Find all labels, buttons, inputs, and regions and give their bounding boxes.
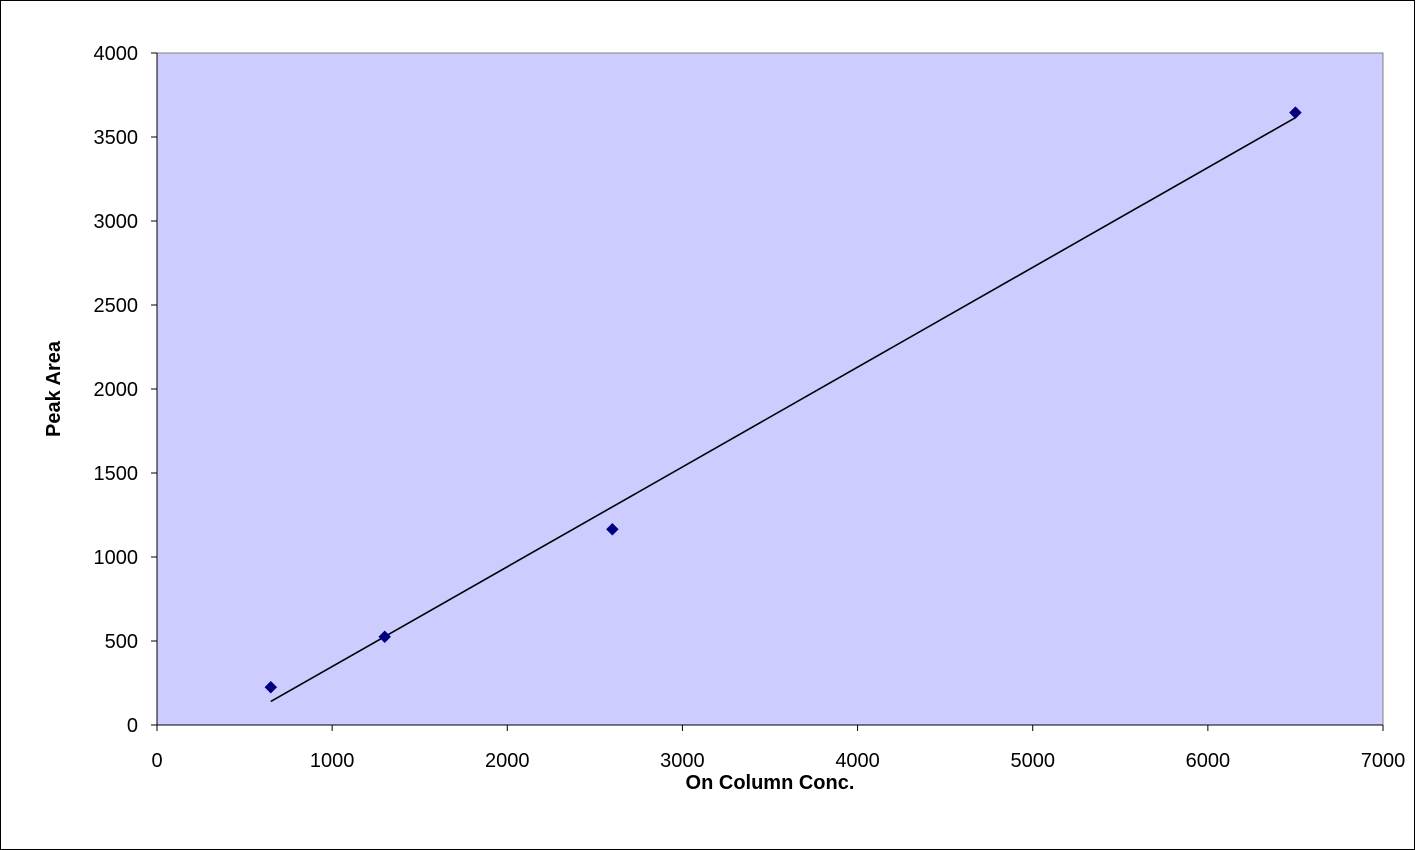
- data-point: [1289, 106, 1302, 119]
- x-tick-label: 6000: [1186, 750, 1231, 772]
- y-tick-label: 3000: [94, 211, 139, 233]
- data-point: [264, 680, 278, 694]
- x-tick-label: 0: [151, 750, 162, 772]
- x-tick-label: 5000: [1010, 750, 1055, 772]
- data-point: [378, 630, 392, 644]
- y-tick-label: 0: [127, 715, 138, 737]
- trendline: [270, 116, 1296, 703]
- x-tick-label: 1000: [310, 750, 355, 772]
- y-tick-label: 3500: [94, 127, 139, 149]
- y-tick-label: 2000: [94, 379, 139, 401]
- y-tick-label: 2500: [94, 295, 139, 317]
- x-tick-label: 2000: [485, 750, 530, 772]
- y-tick-label: 4000: [94, 43, 139, 65]
- y-axis-title: Peak Area: [43, 340, 65, 437]
- trendline-layer: [270, 116, 1296, 703]
- x-tick-label: 7000: [1361, 750, 1406, 772]
- x-axis: 0 1000 2000 3000 4000 5000 6000 7000: [151, 724, 1406, 772]
- y-tick-label: 1500: [94, 463, 139, 485]
- points-layer: [264, 106, 1302, 694]
- x-tick-label: 4000: [835, 750, 880, 772]
- y-tick-label: 500: [105, 631, 138, 653]
- data-point: [606, 522, 619, 536]
- y-tick-label: 1000: [94, 547, 139, 569]
- x-tick-label: 3000: [660, 750, 705, 772]
- y-axis: 0 500 1000 1500 2000 2500 3000 3500 4000: [94, 43, 158, 737]
- plot-area: [156, 52, 1384, 726]
- x-axis-title: On Column Conc.: [686, 772, 855, 794]
